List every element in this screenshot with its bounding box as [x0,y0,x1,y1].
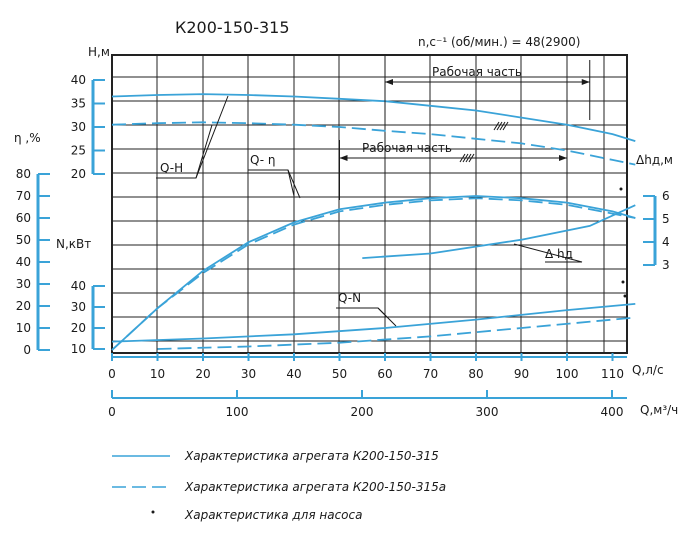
leader-qeta [287,169,295,197]
axis-label-Q-ls: Q,л/с [632,363,664,377]
axis-N-tick-label: 40 [71,279,86,293]
curve-label-qn: Q-N [338,291,361,305]
series-1-dashed [111,121,636,166]
axis-Q-ls-tick-label: 60 [377,367,392,381]
axis-label-eta: η ,% [14,131,41,145]
axis-eta-tick-label: 0 [23,343,31,357]
axis-eta-tick-label: 30 [16,277,31,291]
series-4-solid [111,303,636,343]
zone-hatch [459,153,466,163]
zone-hatch [493,121,500,131]
axis-H-tick-label: 25 [71,144,86,158]
legend-item-dot: Характеристика для насоса [184,508,362,522]
axis-Q-m3h-tick-label: 200 [351,405,374,419]
axis-Q-ls-tick-label: 30 [241,367,256,381]
zone-hatch [465,153,472,163]
axis-Q-ls-tick-label: 10 [150,367,165,381]
axis-label-H: H,м [88,45,110,59]
axis-eta-tick-label: 40 [16,255,31,269]
curves [111,93,636,351]
axis-Q-ls-tick-label: 50 [332,367,347,381]
axis-dh-tick-label: 6 [662,189,670,203]
axis-Q-ls-tick-label: 70 [423,367,438,381]
left-axes: 20 25 30 35 40 0 10 20 30 40 50 60 70 80 10 20 30 40 [16,73,105,357]
legend-swatch-dot [151,510,155,514]
leader-qh [195,124,213,179]
axis-H-tick-label: 40 [71,73,86,87]
axis-Q-m3h-tick-label: 400 [601,405,624,419]
series-5-dashed [157,316,636,350]
axis-label-N: N,кВт [56,237,91,251]
axis-Q-ls-tick-label: 20 [195,367,210,381]
axis-eta-tick-label: 80 [16,167,31,181]
axis-H-tick-label: 30 [71,120,86,134]
zone-hatch [496,121,503,131]
axis-Q-ls-tick-label: 40 [286,367,301,381]
series-2-solid [111,195,636,351]
working-zone-lower-label: Рабочая часть [362,141,452,155]
axis-Q-ls-tick-label: 80 [468,367,483,381]
curve-label-dh: Δ hд [545,247,573,261]
axis-N-tick-label: 20 [71,321,86,335]
pump-point [621,280,625,284]
axis-N-tick-label: 30 [71,300,86,314]
pump-point [623,294,627,298]
arrowhead-left [385,79,393,85]
axis-H-tick-label: 35 [71,97,86,111]
working-zone-upper-label: Рабочая часть [432,65,522,79]
axis-N-tick-label: 10 [71,342,86,356]
axis-Q-m3h-tick-label: 0 [108,405,116,419]
axis-eta-tick-label: 70 [16,189,31,203]
legend: Характеристика агрегата К200-150-315 Хар… [112,449,446,522]
axis-Q-ls-tick-label: 0 [108,367,116,381]
leader-qeta [248,169,301,199]
axis-eta-tick-label: 60 [16,211,31,225]
annotations [156,60,627,327]
plot-frame [111,54,628,354]
axis-Q-ls-tick-label: 90 [514,367,529,381]
axis-label-dh: Δhд,м [636,153,673,167]
axis-eta-tick-label: 10 [16,321,31,335]
axis-label-Q-m3h: Q,м³/ч [640,403,678,417]
speed-label: n,c⁻¹ (об/мин.) = 48(2900) [418,35,581,49]
axis-dh-tick-label: 3 [662,258,670,272]
arrowhead-left [339,155,348,161]
zone-hatch [499,121,506,131]
curve-label-qeta: Q- η [250,153,276,167]
leader-qn [377,307,387,317]
curve-label-qh: Q-H [160,161,183,175]
series-6-solid [362,204,636,259]
bottom-axes: 0 10 20 30 40 50 60 70 80 90 100 110 0 100 200 300 400 [108,353,627,419]
leader-dh [513,243,583,263]
zone-hatch [462,153,469,163]
axis-eta-tick-label: 20 [16,299,31,313]
legend-item-solid: Характеристика агрегата К200-150-315 [184,449,439,463]
axis-Q-ls-tick-label: 100 [556,367,579,381]
zone-hatch [468,153,475,163]
chart-title: К200-150-315 [175,18,290,37]
axis-dh-tick-label: 4 [662,235,670,249]
plot-border [111,54,628,354]
axis-Q-ls-tick-label: 110 [601,367,624,381]
legend-item-dashed: Характеристика агрегата К200-150-315а [184,480,446,494]
zone-hatch [502,121,509,131]
pump-point [619,187,623,191]
axis-Q-m3h-tick-label: 100 [226,405,249,419]
axis-Q-m3h-tick-label: 300 [476,405,499,419]
axis-H-tick-label: 20 [71,167,86,181]
axis-dh-tick-label: 5 [662,212,670,226]
arrowhead-right [581,79,590,85]
axis-eta-tick-label: 50 [16,233,31,247]
arrowhead-right [559,155,567,161]
right-axis-dh: 3 4 5 6 [643,189,670,272]
